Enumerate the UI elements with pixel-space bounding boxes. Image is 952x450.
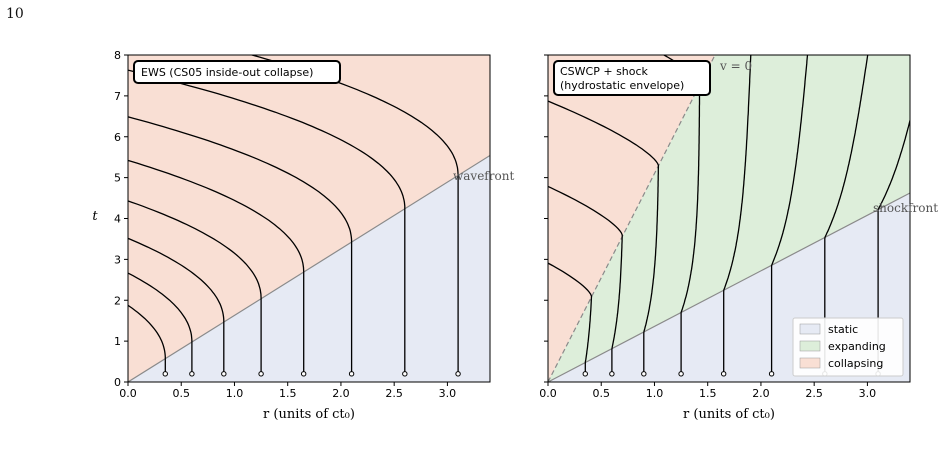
worldline-start-marker bbox=[609, 371, 615, 377]
worldline-start-marker bbox=[300, 371, 307, 377]
x-tick-label: 2.0 bbox=[332, 387, 350, 400]
legend-label-collapsing: collapsing bbox=[828, 357, 883, 370]
page-number: 10 bbox=[6, 6, 24, 22]
chart-right: 0.0 0.5 1.0 1.5 2.0 2.5 3.0 v = 0 shockfront r… bbox=[539, 54, 938, 422]
worldline-start-marker bbox=[768, 371, 775, 377]
worldline bbox=[548, 185, 623, 374]
worldline bbox=[128, 304, 166, 374]
x-tick-label: 2.0 bbox=[752, 387, 770, 400]
x-tick-label: 0.5 bbox=[172, 387, 190, 400]
legend-label-expanding: expanding bbox=[828, 340, 886, 353]
panel-title: CSWCP + shock (hydrostatic envelope) bbox=[560, 65, 684, 92]
worldline-start-marker bbox=[162, 371, 168, 377]
y-axis-ticks: 0 1 2 3 4 5 6 7 8 bbox=[114, 49, 128, 389]
x-axis-ticks: 0.0 0.5 1.0 1.5 2.0 2.5 3.0 bbox=[119, 382, 456, 400]
worldline bbox=[249, 55, 459, 374]
wavefront-label: wavefront bbox=[453, 169, 514, 183]
worldline bbox=[128, 69, 406, 374]
worldline-start-marker bbox=[720, 371, 727, 377]
worldline-start-marker bbox=[221, 371, 227, 377]
worldline-start-marker bbox=[189, 371, 195, 377]
y-tick-label: 0 bbox=[114, 376, 121, 389]
worldline bbox=[877, 118, 910, 374]
x-tick-label: 0.0 bbox=[119, 387, 137, 400]
x-tick-label: 2.5 bbox=[385, 387, 403, 400]
legend-swatch-expanding bbox=[799, 340, 821, 352]
worldline-start-marker bbox=[582, 371, 588, 377]
legend-label-static: static bbox=[828, 323, 858, 336]
x-tick-label: 3.0 bbox=[859, 387, 877, 400]
legend: static expanding collapsing bbox=[792, 317, 904, 377]
worldline-start-marker bbox=[258, 371, 264, 377]
legend-swatch-collapsing bbox=[799, 357, 821, 369]
panel-title-box: CSWCP + shock (hydrostatic envelope) bbox=[553, 60, 711, 96]
y-axis-ticks bbox=[544, 54, 548, 383]
y-tick-label: 5 bbox=[114, 172, 121, 185]
x-axis-label: r (units of ct₀) bbox=[263, 407, 355, 422]
worldline-start-marker bbox=[402, 371, 408, 377]
panel-title: EWS (CS05 inside-out collapse) bbox=[141, 66, 313, 79]
worldline bbox=[770, 55, 809, 374]
shockfront-line bbox=[548, 192, 910, 382]
legend-swatch-static bbox=[799, 323, 821, 335]
x-tick-label: 0.5 bbox=[592, 387, 610, 400]
shockfront-label: shockfront bbox=[873, 201, 938, 215]
y-tick-label: 7 bbox=[114, 90, 121, 103]
x-axis-ticks: 0.0 0.5 1.0 1.5 2.0 2.5 3.0 bbox=[539, 382, 876, 400]
panel-title-line-2: (hydrostatic envelope) bbox=[560, 79, 684, 92]
y-tick-label: 8 bbox=[114, 49, 121, 62]
x-tick-label: 2.5 bbox=[805, 387, 823, 400]
v0-line bbox=[548, 55, 716, 382]
worldlines bbox=[128, 55, 461, 377]
y-tick-label: 2 bbox=[114, 294, 121, 307]
worldline bbox=[128, 159, 305, 374]
v0-label: v = 0 bbox=[719, 59, 752, 73]
y-axis-label: t bbox=[92, 209, 98, 224]
worldline bbox=[548, 262, 593, 374]
x-tick-label: 0.0 bbox=[539, 387, 557, 400]
chart-left: 0.0 0.5 1.0 1.5 2.0 2.5 3.0 0 1 2 3 4 5 6 7 8 wavefron… bbox=[92, 49, 514, 422]
wavefront-line bbox=[128, 154, 490, 382]
worldline bbox=[824, 55, 869, 374]
worldline-start-marker bbox=[678, 371, 684, 377]
x-tick-label: 1.5 bbox=[699, 387, 717, 400]
y-tick-label: 3 bbox=[114, 253, 121, 266]
x-tick-label: 1.0 bbox=[646, 387, 664, 400]
x-axis-label: r (units of ct₀) bbox=[683, 407, 775, 422]
panel-title-box: EWS (CS05 inside-out collapse) bbox=[133, 60, 341, 84]
y-tick-label: 4 bbox=[114, 213, 121, 226]
worldline bbox=[548, 100, 660, 374]
worldline bbox=[128, 272, 193, 374]
x-tick-label: 1.0 bbox=[226, 387, 244, 400]
x-tick-label: 3.0 bbox=[439, 387, 457, 400]
panel-title-line-1: CSWCP + shock bbox=[560, 65, 649, 78]
worldline bbox=[128, 200, 262, 374]
worldline bbox=[128, 237, 225, 374]
worldlines bbox=[548, 55, 910, 377]
y-tick-label: 6 bbox=[114, 131, 121, 144]
worldline-start-marker bbox=[348, 371, 355, 377]
x-tick-label: 1.5 bbox=[279, 387, 297, 400]
worldline-start-marker bbox=[455, 371, 461, 377]
region-expanding bbox=[548, 55, 910, 382]
worldline-start-marker bbox=[641, 371, 647, 377]
worldline bbox=[723, 55, 752, 374]
y-tick-label: 1 bbox=[114, 335, 121, 348]
worldline bbox=[128, 116, 353, 374]
